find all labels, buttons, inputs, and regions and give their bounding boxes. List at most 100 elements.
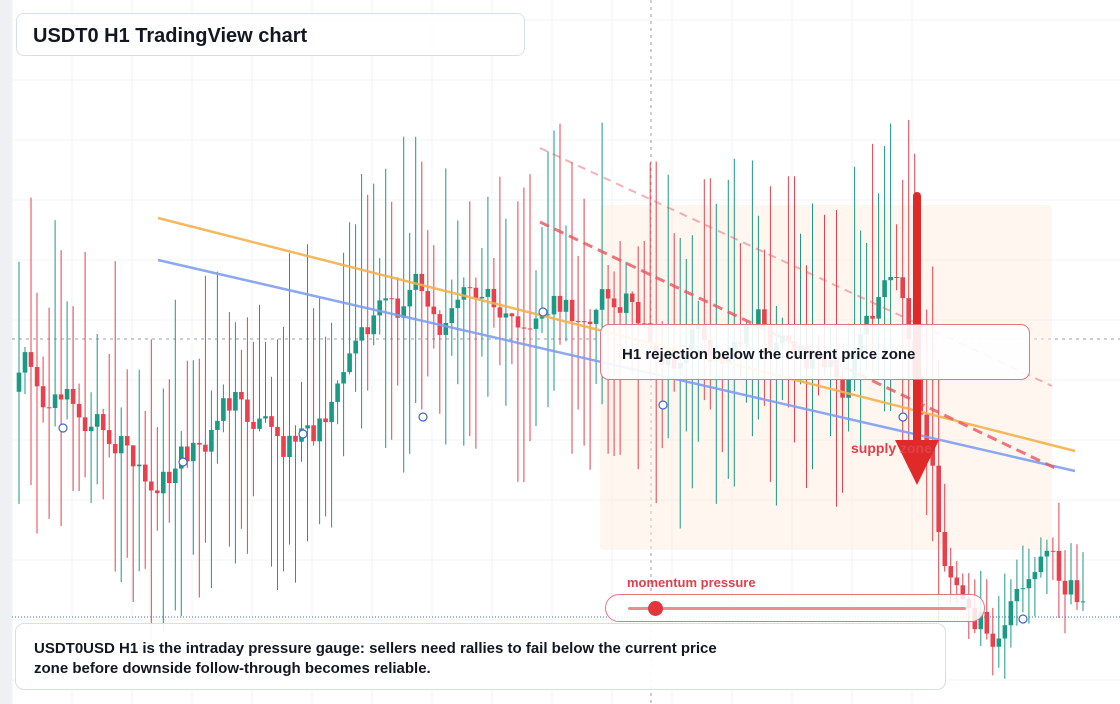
candle-bull <box>1008 601 1014 626</box>
chart-title: USDT0 H1 TradingView chart <box>33 25 308 47</box>
candle-bull <box>1020 588 1026 590</box>
candle-bear <box>605 289 611 299</box>
candle-bear <box>124 436 130 446</box>
candle-bull <box>1032 572 1038 580</box>
candle-bull <box>317 418 322 442</box>
candle-bear <box>275 426 280 437</box>
candle-bear <box>942 532 948 567</box>
candle-bear <box>473 287 479 299</box>
candle-bull <box>996 638 1002 647</box>
candle-bear <box>954 577 960 586</box>
candle-bear <box>293 435 298 442</box>
candle-bull <box>1014 589 1020 602</box>
candle-bear <box>900 277 905 299</box>
candle-bear <box>527 328 533 330</box>
candle-bull <box>407 289 413 307</box>
candle-bull <box>341 372 346 384</box>
candle-bull <box>359 327 364 341</box>
title-card: USDT0 H1 TradingView chart <box>16 13 525 56</box>
candle-bull <box>545 314 551 316</box>
candle-bear <box>930 440 935 466</box>
candle-bear <box>984 611 990 634</box>
candle-bear <box>28 352 34 367</box>
candle-bull <box>209 429 214 452</box>
candle-bull <box>88 426 94 432</box>
candle-bull <box>533 318 539 329</box>
callout-text: H1 rejection below the current price zon… <box>622 346 916 363</box>
candle-bull <box>479 296 485 299</box>
caption-card: USDT0USD H1 is the intraday pressure gau… <box>15 623 946 690</box>
supply-zone-label: supply zone <box>851 440 932 456</box>
candle-bear <box>948 566 954 578</box>
candle-bear <box>1050 550 1056 552</box>
candle-bull <box>233 392 238 411</box>
candle-bear <box>1056 550 1062 581</box>
candle-bear <box>840 377 845 398</box>
candle-bear <box>365 327 370 335</box>
candle-bull <box>179 446 184 469</box>
candle-bear <box>106 430 112 444</box>
candle-bear <box>1062 580 1068 595</box>
candle-bull <box>383 298 388 301</box>
candle-bear <box>431 306 437 315</box>
candle-bear <box>281 436 286 457</box>
candle-bull <box>347 353 352 373</box>
candle-bull <box>136 464 142 467</box>
candle-bear <box>34 367 40 387</box>
candle-bear <box>323 418 328 423</box>
candle-bear <box>425 291 431 307</box>
candle-bear <box>311 425 316 442</box>
pivot-marker <box>298 429 308 439</box>
candle-bear <box>203 444 208 452</box>
candle-bear <box>130 445 136 467</box>
pivot-marker <box>898 412 908 422</box>
momentum-gauge[interactable] <box>605 594 985 622</box>
candle-bear <box>389 298 394 300</box>
candle-bear <box>629 293 635 302</box>
candle-bear <box>894 277 899 278</box>
candle-bull <box>563 299 569 312</box>
channel-line-upper <box>539 147 1053 387</box>
pivot-marker <box>178 457 188 467</box>
candle-bear <box>227 398 232 411</box>
candle-bear <box>936 465 941 532</box>
pivot-marker <box>1018 614 1028 624</box>
candle-bear <box>617 307 623 313</box>
candle-bear <box>557 295 563 312</box>
candle-bull <box>593 309 599 324</box>
candle-bear <box>515 316 521 328</box>
candle-bull <box>756 309 761 324</box>
down-arrow-icon <box>895 192 939 485</box>
candle-bear <box>870 315 875 319</box>
candle-bear <box>960 585 966 600</box>
candle-bear <box>149 481 154 491</box>
candle-bear <box>1074 580 1080 603</box>
candle-bull <box>978 611 984 630</box>
candle-bear <box>70 389 76 404</box>
candle-series <box>16 119 1086 679</box>
candle-bull <box>52 394 58 408</box>
candle-bull <box>94 414 100 427</box>
candle-bear <box>419 273 425 292</box>
rejection-callout: H1 rejection below the current price zon… <box>600 324 1030 380</box>
candle-bull <box>846 378 851 398</box>
candle-bear <box>509 313 515 317</box>
momentum-gauge-knob[interactable] <box>648 601 663 616</box>
candle-bear <box>906 298 911 340</box>
pivot-marker <box>538 307 548 317</box>
caption-text: USDT0USD H1 is the intraday pressure gau… <box>34 640 717 677</box>
candle-bear <box>167 471 172 483</box>
candle-bull <box>173 468 178 483</box>
candle-bull <box>64 389 70 400</box>
pivot-marker <box>58 423 68 433</box>
candle-bear <box>239 392 244 400</box>
candle-bull <box>882 280 887 298</box>
candle-bear <box>635 302 641 324</box>
pivot-marker <box>418 412 428 422</box>
candle-bull <box>888 277 893 281</box>
candle-bear <box>269 416 274 427</box>
candle-bull <box>449 308 455 323</box>
candle-bull <box>257 418 262 429</box>
candle-bull <box>1080 601 1086 603</box>
candle-bear <box>112 444 118 454</box>
